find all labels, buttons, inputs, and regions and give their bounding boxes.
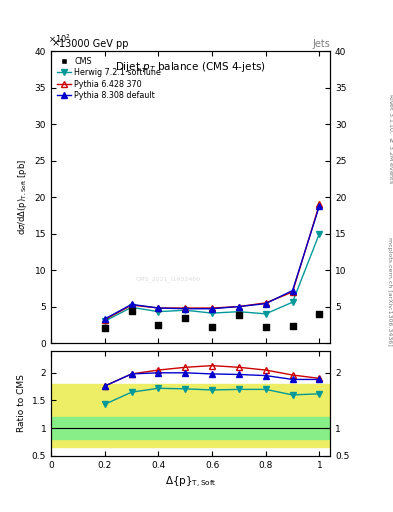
Y-axis label: Ratio to CMS: Ratio to CMS	[17, 374, 26, 432]
Pythia 6.428 370	[210, 305, 215, 311]
Herwig 7.2.1 softTune	[210, 310, 215, 316]
CMS	[129, 307, 135, 315]
CMS	[182, 313, 188, 322]
Herwig 7.2.1 softTune	[129, 304, 134, 310]
Text: 13000 GeV pp: 13000 GeV pp	[59, 38, 129, 49]
Pythia 8.308 default	[183, 306, 187, 312]
Text: CMS_2021_I1932460: CMS_2021_I1932460	[136, 276, 201, 282]
Herwig 7.2.1 softTune	[263, 311, 268, 317]
Pythia 8.308 default	[103, 316, 107, 322]
Pythia 8.308 default	[129, 301, 134, 307]
Pythia 6.428 370	[290, 289, 295, 295]
Text: Jets: Jets	[312, 38, 330, 49]
Pythia 6.428 370	[103, 316, 107, 323]
Herwig 7.2.1 softTune	[290, 299, 295, 305]
X-axis label: $\Delta\{\rm p\}_{T,\rm Soft}$: $\Delta\{\rm p\}_{T,\rm Soft}$	[165, 475, 216, 490]
Herwig 7.2.1 softTune	[103, 318, 107, 324]
CMS	[155, 321, 162, 329]
Bar	[51, 384, 330, 447]
CMS	[209, 323, 215, 331]
Line: Pythia 8.308 default: Pythia 8.308 default	[102, 203, 322, 322]
Text: $\times 10^{2}$: $\times 10^{2}$	[48, 33, 71, 46]
Pythia 8.308 default	[317, 203, 322, 209]
Pythia 6.428 370	[237, 304, 241, 310]
Line: Pythia 6.428 370: Pythia 6.428 370	[102, 202, 322, 323]
Text: Dijet $p_T$ balance (CMS 4-jets): Dijet $p_T$ balance (CMS 4-jets)	[115, 60, 266, 74]
Legend: CMS, Herwig 7.2.1 softTune, Pythia 6.428 370, Pythia 8.308 default: CMS, Herwig 7.2.1 softTune, Pythia 6.428…	[55, 55, 163, 102]
Pythia 6.428 370	[156, 305, 161, 311]
Herwig 7.2.1 softTune	[183, 307, 187, 313]
Pythia 6.428 370	[263, 300, 268, 306]
Pythia 6.428 370	[129, 302, 134, 308]
Pythia 8.308 default	[237, 304, 241, 310]
CMS	[102, 324, 108, 332]
Text: Rivet 3.1.10, $\geq$ 3.2M events: Rivet 3.1.10, $\geq$ 3.2M events	[387, 93, 393, 184]
Pythia 8.308 default	[263, 301, 268, 307]
CMS	[289, 322, 296, 330]
Y-axis label: d$\sigma$/d$\Delta(\rm p)_{T,\rm Soft}$ [pb]: d$\sigma$/d$\Delta(\rm p)_{T,\rm Soft}$ …	[17, 159, 29, 235]
Pythia 6.428 370	[183, 305, 187, 311]
Text: $\times$: $\times$	[51, 38, 60, 49]
Pythia 8.308 default	[290, 287, 295, 293]
Pythia 8.308 default	[156, 305, 161, 311]
Pythia 8.308 default	[210, 306, 215, 312]
Text: mcplots.cern.ch [arXiv:1306.3436]: mcplots.cern.ch [arXiv:1306.3436]	[387, 238, 392, 346]
CMS	[236, 311, 242, 319]
CMS	[316, 310, 323, 318]
Pythia 6.428 370	[317, 201, 322, 207]
Herwig 7.2.1 softTune	[237, 309, 241, 315]
CMS	[263, 323, 269, 331]
Herwig 7.2.1 softTune	[156, 309, 161, 315]
Bar	[51, 417, 330, 439]
Line: Herwig 7.2.1 softTune: Herwig 7.2.1 softTune	[102, 231, 322, 324]
Herwig 7.2.1 softTune	[317, 230, 322, 237]
